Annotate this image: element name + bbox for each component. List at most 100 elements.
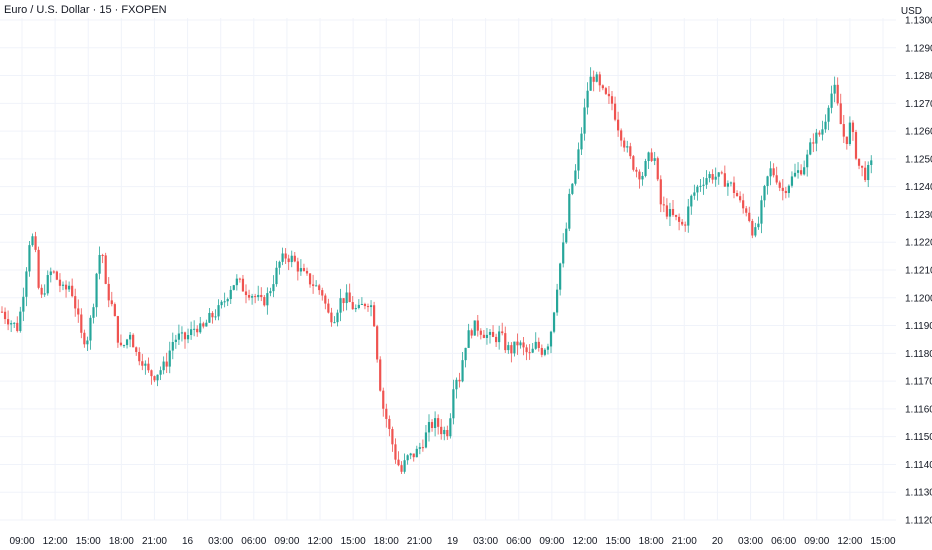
candle-up: [867, 164, 870, 181]
candle-down: [857, 158, 861, 166]
candle-down: [116, 316, 119, 343]
price-axis[interactable]: 1.13000 1.12900 1.12800 1.12700 1.12600 1.125…: [905, 16, 932, 527]
candle-up: [162, 361, 165, 371]
candle-down: [617, 119, 620, 131]
candle-down: [241, 278, 245, 292]
currency-label[interactable]: USD: [900, 6, 922, 17]
candle-down: [437, 418, 440, 427]
candle-up: [455, 379, 458, 390]
x-tick-label: 19: [447, 536, 459, 547]
candle-down: [58, 279, 62, 286]
candle-down: [620, 130, 623, 141]
candle-up: [186, 335, 190, 340]
candle-up: [427, 422, 431, 433]
candle-down: [287, 258, 290, 263]
candle-up: [589, 76, 592, 91]
candle-down: [153, 376, 156, 381]
candle-up: [46, 275, 49, 294]
candle-up: [403, 460, 406, 472]
candle-up: [565, 228, 568, 243]
candle-down: [305, 270, 309, 274]
candle-down: [674, 215, 678, 217]
candle-down: [537, 341, 540, 348]
candle-up: [89, 317, 92, 341]
y-tick-label: 1.11600: [905, 404, 932, 415]
y-tick-label: 1.11300: [905, 488, 932, 499]
candle-up: [208, 312, 211, 323]
candle-down: [839, 103, 842, 125]
candle-up: [708, 174, 711, 179]
candle-up: [641, 175, 644, 180]
candle-up: [586, 90, 589, 108]
x-tick-label: 09:00: [9, 536, 34, 547]
candle-down: [745, 208, 748, 213]
candle-down: [458, 379, 461, 382]
candle-up: [452, 389, 455, 419]
candle-up: [726, 183, 729, 187]
candle-up: [278, 261, 281, 268]
candle-down: [254, 296, 257, 298]
x-tick-label: 21:00: [672, 536, 697, 547]
candle-up: [190, 329, 193, 336]
candle-down: [284, 253, 287, 259]
candle-up: [177, 333, 180, 340]
candle-up: [562, 242, 565, 264]
candle-up: [806, 154, 809, 168]
candle-down: [607, 93, 611, 97]
candle-down: [495, 336, 498, 343]
candle-down: [113, 304, 116, 317]
candle-up: [696, 186, 699, 193]
candle-up: [174, 339, 177, 343]
candle-up: [754, 227, 757, 236]
candle-down: [476, 320, 479, 331]
candle-up: [574, 170, 577, 184]
candle-down: [74, 296, 77, 309]
x-tick-label: 15:00: [341, 536, 366, 547]
y-tick-label: 1.12300: [905, 210, 932, 221]
candle-down: [211, 312, 214, 318]
candle-down: [34, 236, 37, 250]
y-tick-label: 1.11200: [905, 516, 932, 527]
candle-up: [180, 332, 184, 334]
candle-down: [812, 142, 815, 144]
candle-down: [751, 220, 754, 236]
candle-up: [199, 323, 202, 333]
x-tick-label: 03:00: [738, 536, 763, 547]
candle-down: [107, 283, 110, 301]
candle-down: [742, 200, 745, 209]
y-tick-label: 1.12200: [905, 238, 932, 249]
candle-down: [784, 190, 787, 194]
y-tick-label: 1.11900: [905, 321, 932, 332]
candle-up: [266, 293, 269, 306]
x-tick-label: 12:00: [837, 536, 862, 547]
candle-down: [202, 323, 205, 327]
x-tick-label: 18:00: [639, 536, 664, 547]
candle-down: [308, 273, 312, 285]
candle-down: [772, 168, 775, 176]
candle-up: [699, 185, 702, 187]
x-tick-label: 03:00: [473, 536, 498, 547]
candle-up: [848, 122, 851, 145]
candle-down: [16, 322, 19, 331]
candle-down: [373, 305, 376, 327]
candle-down: [732, 182, 736, 193]
candle-down: [739, 196, 742, 201]
candle-up: [796, 170, 800, 173]
candle-down: [656, 158, 659, 180]
candle-up: [68, 285, 71, 290]
candle-down: [150, 370, 153, 377]
candle-up: [531, 348, 534, 353]
candle-up: [92, 307, 95, 318]
candle-up: [647, 152, 650, 162]
candle-down: [110, 300, 113, 305]
candle-up: [357, 304, 360, 308]
candle-up: [336, 312, 339, 323]
candle-down: [775, 175, 778, 183]
candle-up: [464, 347, 467, 361]
x-tick-label: 06:00: [771, 536, 796, 547]
candle-up: [705, 178, 708, 185]
time-axis[interactable]: 09:00 12:00 15:00 18:00 21:00 16 03:00 06:00 09:…: [9, 536, 895, 547]
candle-up: [31, 236, 34, 246]
candle-down: [778, 182, 781, 188]
